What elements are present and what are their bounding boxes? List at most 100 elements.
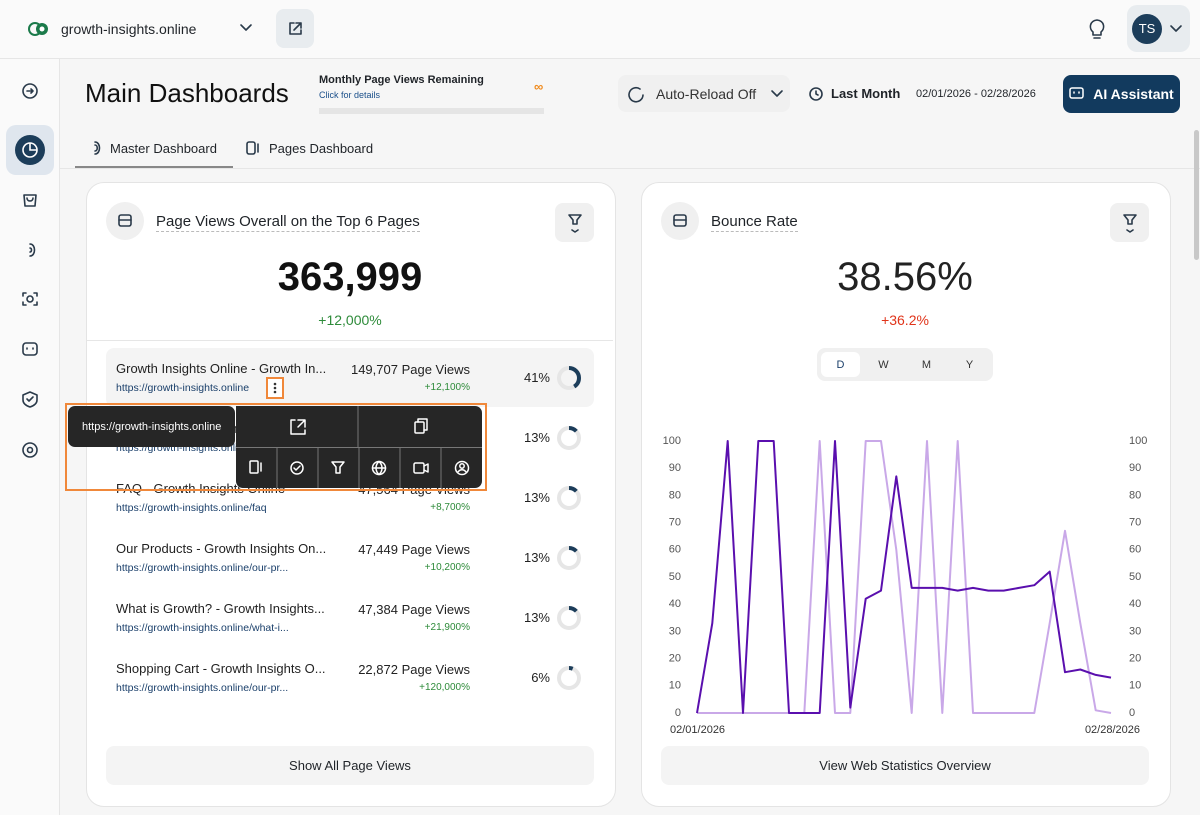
y2-tick-label: 30 (1129, 625, 1141, 637)
tab-icon (246, 141, 259, 155)
row-action-popup: https://growth-insights.online (68, 406, 482, 488)
page-url[interactable]: https://growth-insights.online/our-pr... (116, 682, 289, 694)
auto-reload-label: Auto-Reload Off (656, 85, 757, 102)
page-growth: +8,700% (430, 502, 470, 513)
card-title: Page Views Overall on the Top 6 Pages (156, 213, 420, 232)
reload-icon (628, 86, 644, 103)
share-donut (557, 366, 581, 390)
period-label[interactable]: Last Month (831, 86, 901, 101)
y2-tick-label: 50 (1129, 571, 1141, 583)
period-option[interactable]: Y (965, 358, 974, 371)
y2-tick-label: 20 (1129, 653, 1141, 665)
period-option[interactable]: W (878, 358, 889, 371)
page-title[interactable]: Our Products - Growth Insights On... (116, 541, 327, 556)
card-icon (106, 202, 144, 240)
donut-arc (557, 546, 581, 570)
x-tick-label: 02/28/2026 (1085, 724, 1140, 736)
share-donut (557, 546, 581, 570)
ai-assistant-button[interactable]: AI Assistant (1063, 75, 1180, 113)
donut-arc (557, 366, 581, 390)
y2-tick-label: 70 (1129, 517, 1141, 529)
row-menu-button[interactable] (266, 377, 284, 399)
page-url[interactable]: https://growth-insights.online (116, 382, 250, 394)
y2-tick-label: 100 (1129, 435, 1147, 447)
page-growth: +12,100% (424, 382, 470, 393)
check-action[interactable] (290, 461, 304, 475)
x-tick-label: 02/01/2026 (670, 724, 725, 736)
filter-action[interactable] (331, 461, 345, 474)
donut-track (557, 666, 581, 690)
page-share: 13% (523, 610, 550, 625)
page-share: 41% (523, 370, 550, 385)
share-donut (557, 606, 581, 630)
y2-tick-label: 60 (1129, 544, 1141, 556)
open-link-action[interactable] (290, 419, 306, 435)
ai-assistant-label: AI Assistant (1093, 86, 1174, 102)
tab-divider (60, 168, 1200, 169)
pages-action[interactable] (249, 460, 262, 474)
date-range[interactable]: 02/01/2026 - 02/28/2026 (916, 88, 1036, 100)
collapse-icon[interactable] (22, 83, 38, 99)
quota-title: Monthly Page Views Remaining (319, 74, 484, 86)
sidebar (0, 59, 60, 815)
page-share: 13% (523, 430, 550, 445)
shop-nav[interactable] (23, 194, 37, 207)
page-growth: +10,200% (424, 562, 470, 573)
page-title[interactable]: Shopping Cart - Growth Insights O... (116, 661, 326, 676)
donut-arc (557, 606, 581, 630)
divider (87, 340, 613, 341)
reports-nav[interactable] (29, 243, 36, 257)
page-share: 6% (531, 670, 550, 685)
monitor-nav[interactable] (22, 292, 38, 306)
sidebar-icons (6, 83, 54, 458)
share-donut (557, 666, 581, 690)
chat-nav[interactable] (22, 342, 38, 356)
video-action[interactable] (413, 462, 429, 474)
y-tick-label: 60 (669, 544, 681, 556)
popup-url: https://growth-insights.online (82, 421, 221, 433)
page-growth: +120,000% (419, 682, 470, 693)
user-menu[interactable]: TS (1127, 5, 1190, 52)
y2-tick-label: 80 (1129, 489, 1141, 501)
copy-action[interactable] (414, 418, 428, 434)
y-tick-label: 40 (669, 598, 681, 610)
chevron (1170, 24, 1182, 32)
y-tick-label: 20 (669, 653, 681, 665)
y2-tick-label: 40 (1129, 598, 1141, 610)
scrollbar (1194, 130, 1199, 260)
auto-reload-button[interactable]: Auto-Reload Off (618, 75, 790, 112)
page-url[interactable]: https://growth-insights.online/our-pr... (116, 562, 289, 574)
web-stats-button[interactable]: View Web Statistics Overview (661, 746, 1149, 785)
page-title[interactable]: Growth Insights Online - Growth In... (116, 361, 327, 376)
total-views: 363,999 (277, 255, 423, 299)
page-views: 47,449 Page Views (358, 542, 470, 557)
filter-button[interactable] (555, 203, 594, 242)
y-tick-label: 90 (669, 462, 681, 474)
period-option[interactable]: D (821, 352, 860, 377)
show-all-button[interactable]: Show All Page Views (106, 746, 594, 785)
y-tick-label: 100 (663, 435, 681, 447)
security-nav[interactable] (22, 391, 38, 408)
tab-master[interactable]: Master Dashboard (110, 141, 217, 156)
quota-link[interactable]: Click for details (319, 90, 381, 100)
page-title[interactable]: What is Growth? - Growth Insights... (116, 601, 325, 616)
site-name[interactable]: growth-insights.online (61, 21, 197, 37)
y2-tick-label: 0 (1129, 707, 1135, 719)
donut-arc (557, 666, 581, 690)
tab-underline (75, 166, 233, 168)
tab-pages[interactable]: Pages Dashboard (269, 141, 374, 156)
site-dropdown[interactable] (239, 22, 253, 34)
open-site-button[interactable] (276, 9, 314, 48)
card-title: Bounce Rate (711, 213, 798, 232)
settings-nav[interactable] (22, 442, 38, 458)
share-donut (557, 486, 581, 510)
period-option[interactable]: M (921, 358, 932, 371)
tips-button[interactable] (1086, 17, 1108, 41)
user-action[interactable] (454, 460, 470, 476)
page-url[interactable]: https://growth-insights.online/faq (116, 502, 267, 514)
share-donut (557, 426, 581, 450)
page-url[interactable]: https://growth-insights.online/what-i... (116, 622, 289, 634)
chevron (771, 89, 783, 97)
globe-action[interactable] (371, 460, 387, 476)
filter-button[interactable] (1110, 203, 1149, 242)
